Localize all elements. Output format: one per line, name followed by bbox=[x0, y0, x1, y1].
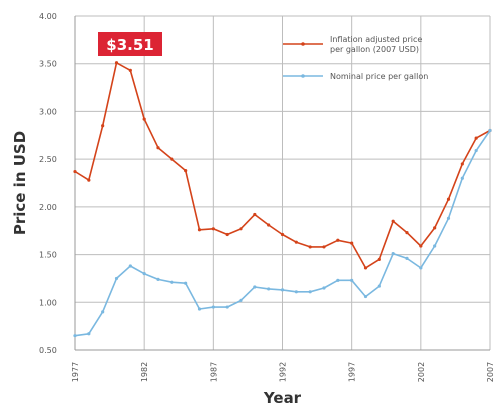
data-point bbox=[350, 241, 354, 245]
x-tick-label: 1997 bbox=[348, 362, 357, 382]
x-tick-label: 2002 bbox=[417, 362, 426, 382]
data-point bbox=[336, 238, 340, 242]
data-point bbox=[253, 212, 257, 217]
series-group bbox=[73, 61, 492, 338]
y-tick-label: 1.50 bbox=[39, 251, 57, 260]
data-point bbox=[197, 228, 202, 232]
data-point bbox=[336, 278, 340, 282]
data-point bbox=[280, 288, 285, 292]
data-point bbox=[419, 266, 423, 270]
x-tick-label: 2007 bbox=[486, 362, 495, 382]
axes: 0.50 1.00 1.50 2.00 2.50 3.00 3.50 4.00 1977 1982… bbox=[11, 12, 495, 407]
data-point bbox=[128, 68, 132, 72]
data-point bbox=[114, 61, 119, 65]
data-point bbox=[142, 272, 146, 276]
data-point bbox=[433, 226, 437, 230]
data-point bbox=[446, 216, 451, 220]
data-point bbox=[308, 290, 312, 294]
data-point bbox=[391, 219, 395, 223]
x-tick-label: 1992 bbox=[279, 362, 288, 382]
y-tick-label: 2.50 bbox=[39, 155, 57, 164]
data-point bbox=[101, 310, 105, 314]
y-tick-label: 2.00 bbox=[39, 203, 57, 212]
data-point bbox=[239, 298, 243, 302]
y-tick-label: 1.00 bbox=[39, 298, 57, 307]
legend-label-nominal: Nominal price per gallon bbox=[330, 72, 428, 81]
annotation: $3.51 bbox=[98, 32, 162, 56]
x-tick-label: 1987 bbox=[209, 362, 218, 382]
data-point bbox=[73, 169, 77, 174]
data-point bbox=[322, 286, 326, 290]
x-tick-label: 1982 bbox=[140, 362, 149, 382]
data-point bbox=[225, 232, 229, 237]
data-point bbox=[377, 257, 381, 261]
data-point bbox=[474, 136, 478, 140]
data-point bbox=[419, 244, 423, 248]
data-point bbox=[211, 305, 215, 309]
peak-callout-box bbox=[98, 32, 162, 56]
data-point bbox=[114, 276, 119, 281]
y-tick-label: 3.00 bbox=[39, 107, 57, 116]
data-point bbox=[294, 290, 298, 294]
x-axis-title: Year bbox=[263, 389, 302, 407]
data-point bbox=[184, 281, 188, 285]
data-point bbox=[156, 146, 160, 150]
data-point bbox=[184, 168, 188, 173]
data-point bbox=[225, 305, 229, 309]
data-point bbox=[267, 287, 271, 291]
peak-callout-label: $3.51 bbox=[106, 36, 153, 54]
data-point bbox=[446, 197, 451, 201]
data-point bbox=[73, 334, 77, 338]
data-point bbox=[391, 252, 395, 256]
data-point bbox=[101, 124, 105, 128]
y-tick-label: 4.00 bbox=[39, 12, 57, 21]
data-point bbox=[253, 285, 257, 289]
data-point bbox=[322, 245, 326, 249]
data-point bbox=[405, 256, 409, 260]
data-point bbox=[405, 231, 409, 235]
data-point bbox=[474, 148, 478, 153]
data-point bbox=[460, 176, 464, 180]
data-point bbox=[294, 240, 298, 244]
data-point bbox=[128, 264, 132, 268]
data-point bbox=[488, 128, 492, 133]
data-point bbox=[197, 307, 202, 311]
data-point bbox=[350, 278, 354, 282]
data-point bbox=[308, 245, 312, 249]
grid bbox=[74, 15, 491, 351]
legend-label-inflation-line2: per gallon (2007 USD) bbox=[330, 45, 419, 54]
y-tick-label: 0.50 bbox=[39, 346, 57, 355]
data-point bbox=[460, 162, 464, 166]
data-point bbox=[267, 223, 271, 227]
y-tick-label: 3.50 bbox=[39, 60, 57, 69]
data-point bbox=[156, 277, 160, 281]
data-point bbox=[239, 227, 243, 231]
legend-marker bbox=[301, 42, 305, 46]
data-point bbox=[170, 157, 174, 161]
data-point bbox=[142, 117, 146, 121]
data-point bbox=[87, 178, 91, 182]
legend-marker bbox=[301, 74, 305, 78]
x-tick-label: 1977 bbox=[71, 362, 80, 382]
data-point bbox=[363, 294, 368, 299]
data-point bbox=[377, 284, 381, 288]
data-point bbox=[170, 280, 174, 284]
data-point bbox=[87, 332, 91, 336]
data-point bbox=[280, 232, 285, 237]
data-point bbox=[433, 244, 437, 248]
data-point bbox=[211, 227, 215, 231]
data-point bbox=[363, 266, 368, 270]
legend-label-inflation-line1: Inflation adjusted price bbox=[330, 35, 422, 44]
y-axis-title: Price in USD bbox=[11, 131, 29, 235]
